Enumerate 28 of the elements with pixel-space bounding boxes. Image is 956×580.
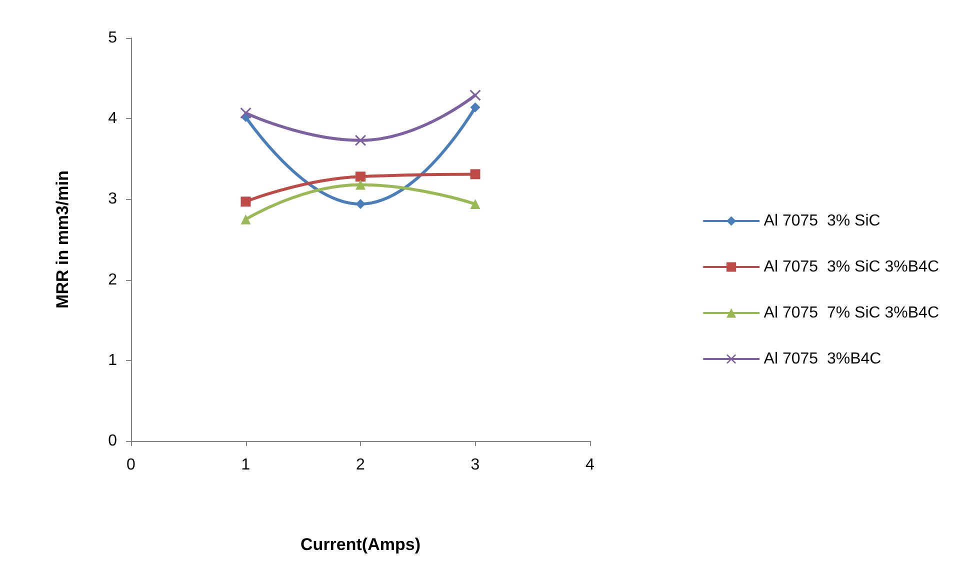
legend-label: Al 7075 7% SiC 3%B4C (764, 304, 939, 322)
x-axis-title: Current(Amps) (300, 535, 420, 554)
point (470, 169, 480, 180)
y-tick-label: 4 (108, 110, 118, 128)
x-tick-label: 0 (126, 456, 136, 474)
y-axis-title: MRR in mm3/min (53, 170, 72, 308)
legend-label: Al 7075 3% SiC 3%B4C (764, 258, 939, 276)
y-tick-label: 5 (108, 30, 118, 46)
legend-label: Al 7075 3%B4C (764, 350, 882, 368)
y-tick-label: 3 (108, 190, 118, 208)
x-tick-label: 4 (586, 456, 595, 474)
y-tick-label: 1 (108, 352, 118, 369)
point (356, 199, 366, 210)
point (470, 90, 481, 101)
point (356, 172, 366, 182)
legend-label: Al 7075 3% SiC (764, 212, 880, 230)
y-tick-label: 2 (108, 271, 118, 288)
y-tick-label: 0 (108, 432, 118, 450)
point (356, 180, 366, 190)
point (240, 196, 251, 207)
x-tick-label: 2 (356, 456, 366, 474)
point (355, 134, 366, 146)
point (240, 214, 251, 224)
x-tick-label: 3 (470, 456, 480, 474)
x-tick-label: 1 (241, 456, 250, 474)
point (240, 107, 252, 118)
point (470, 199, 480, 210)
point (470, 102, 480, 112)
